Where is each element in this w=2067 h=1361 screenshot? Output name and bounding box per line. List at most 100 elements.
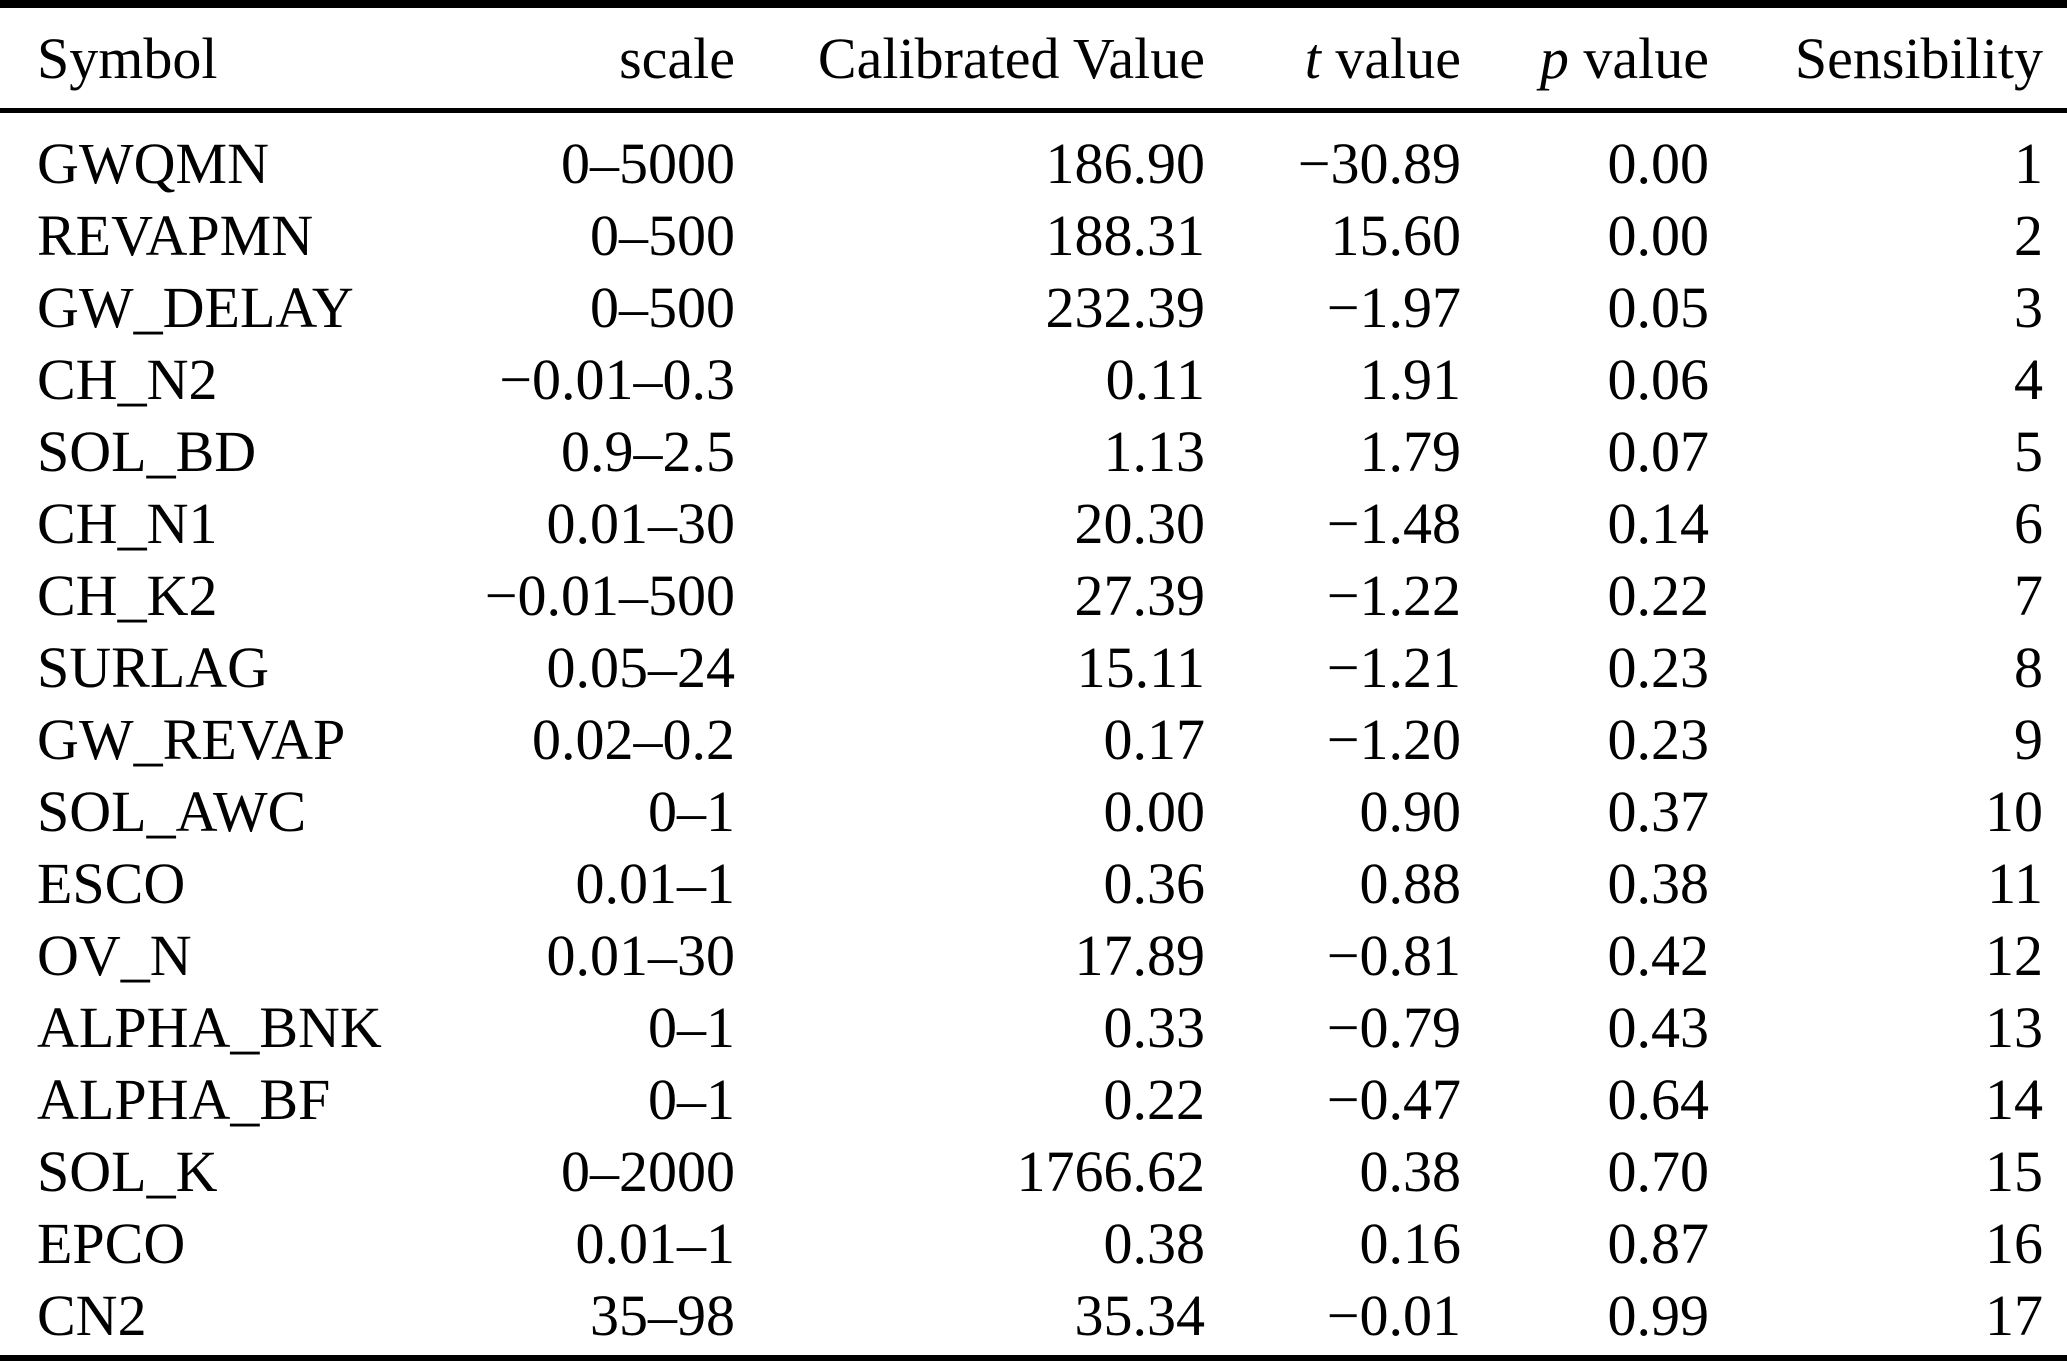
calibrated-value-cell: 1.13 bbox=[1103, 418, 1206, 484]
p-value-cell: 0.64 bbox=[1607, 1066, 1710, 1132]
scale-cell: 0.01–30 bbox=[546, 490, 736, 556]
symbol-cell: CH_N2 bbox=[37, 346, 218, 412]
column-header-calibrated-value: Calibrated Value bbox=[735, 4, 1205, 113]
sensibility-cell: 12 bbox=[1985, 922, 2043, 988]
p-value-cell: 0.87 bbox=[1607, 1210, 1710, 1276]
sensibility-cell: 16 bbox=[1985, 1210, 2043, 1276]
t-value-cell: 15.60 bbox=[1330, 202, 1462, 268]
p-value-word: value bbox=[1568, 25, 1709, 91]
calibrated-value-cell: 186.90 bbox=[1045, 130, 1206, 196]
t-value-cell: 0.90 bbox=[1359, 778, 1462, 844]
calibrated-value-cell: 27.39 bbox=[1074, 562, 1206, 628]
scale-cell: 0.01–1 bbox=[575, 850, 736, 916]
symbol-cell: CH_N1 bbox=[37, 490, 218, 556]
symbol-cell: ALPHA_BF bbox=[37, 1066, 331, 1132]
table-row: REVAPMN 0–500 188.31 15.60 0.00 2 bbox=[0, 199, 2067, 271]
calibrated-value-cell: 35.34 bbox=[1074, 1282, 1206, 1348]
t-value-cell: −1.22 bbox=[1326, 562, 1461, 628]
symbol-cell: SURLAG bbox=[37, 634, 270, 700]
scale-cell: 0–1 bbox=[648, 778, 735, 844]
t-value-word: value bbox=[1320, 25, 1461, 91]
calibrated-value-cell: 188.31 bbox=[1045, 202, 1206, 268]
column-header-symbol: Symbol bbox=[0, 4, 400, 113]
scale-cell: 0–500 bbox=[590, 274, 735, 340]
symbol-cell: GWQMN bbox=[37, 130, 269, 196]
sensibility-cell: 9 bbox=[2014, 706, 2043, 772]
t-value-cell: 1.91 bbox=[1359, 346, 1462, 412]
scale-cell: −0.01–0.3 bbox=[499, 346, 735, 412]
symbol-cell: REVAPMN bbox=[37, 202, 314, 268]
symbol-cell: SOL_AWC bbox=[37, 778, 307, 844]
table-row: GW_REVAP 0.02–0.2 0.17 −1.20 0.23 9 bbox=[0, 703, 2067, 775]
p-value-cell: 0.70 bbox=[1607, 1138, 1710, 1204]
p-value-cell: 0.06 bbox=[1607, 346, 1710, 412]
symbol-cell: CH_K2 bbox=[37, 562, 218, 628]
sensibility-cell: 14 bbox=[1985, 1066, 2043, 1132]
p-value-cell: 0.42 bbox=[1607, 922, 1710, 988]
t-value-cell: −0.01 bbox=[1326, 1282, 1461, 1348]
sensibility-cell: 7 bbox=[2014, 562, 2043, 628]
column-header-p-value: p value bbox=[1461, 4, 1709, 113]
table-row: SOL_K 0–2000 1766.62 0.38 0.70 15 bbox=[0, 1135, 2067, 1207]
p-value-cell: 0.23 bbox=[1607, 634, 1710, 700]
calibrated-value-cell: 0.36 bbox=[1103, 850, 1206, 916]
sensibility-cell: 6 bbox=[2014, 490, 2043, 556]
t-symbol: t bbox=[1304, 25, 1321, 91]
sensibility-cell: 10 bbox=[1985, 778, 2043, 844]
p-value-cell: 0.05 bbox=[1607, 274, 1710, 340]
t-value-cell: −1.20 bbox=[1326, 706, 1461, 772]
scale-cell: 0.01–1 bbox=[575, 1210, 736, 1276]
sensibility-cell: 15 bbox=[1985, 1138, 2043, 1204]
p-value-cell: 0.23 bbox=[1607, 706, 1710, 772]
sensibility-cell: 8 bbox=[2014, 634, 2043, 700]
scale-cell: 0–1 bbox=[648, 1066, 735, 1132]
table-header: Symbol scale Calibrated Value t value p … bbox=[0, 4, 2067, 113]
t-value-cell: −30.89 bbox=[1297, 130, 1461, 196]
symbol-cell: OV_N bbox=[37, 922, 192, 988]
symbol-cell: EPCO bbox=[37, 1210, 186, 1276]
sensibility-cell: 1 bbox=[2014, 130, 2043, 196]
p-value-cell: 0.22 bbox=[1607, 562, 1710, 628]
symbol-cell: ESCO bbox=[37, 850, 186, 916]
t-value-cell: −1.21 bbox=[1326, 634, 1461, 700]
calibrated-value-cell: 0.17 bbox=[1103, 706, 1206, 772]
t-value-cell: 0.38 bbox=[1359, 1138, 1462, 1204]
table-row: SOL_BD 0.9–2.5 1.13 1.79 0.07 5 bbox=[0, 415, 2067, 487]
scale-cell: 35–98 bbox=[590, 1282, 735, 1348]
table-row: ESCO 0.01–1 0.36 0.88 0.38 11 bbox=[0, 847, 2067, 919]
symbol-cell: SOL_K bbox=[37, 1138, 218, 1204]
p-value-cell: 0.99 bbox=[1607, 1282, 1710, 1348]
symbol-cell: CN2 bbox=[37, 1282, 147, 1348]
t-value-cell: 0.16 bbox=[1359, 1210, 1462, 1276]
calibrated-value-cell: 0.11 bbox=[1105, 346, 1205, 412]
column-header-scale: scale bbox=[400, 4, 735, 113]
sensibility-cell: 13 bbox=[1985, 994, 2043, 1060]
column-header-sensibility: Sensibility bbox=[1709, 4, 2067, 113]
table-row: GWQMN 0–5000 186.90 −30.89 0.00 1 bbox=[0, 111, 2067, 200]
header-row: Symbol scale Calibrated Value t value p … bbox=[0, 4, 2067, 113]
t-value-cell: 1.79 bbox=[1359, 418, 1462, 484]
calibrated-value-cell: 232.39 bbox=[1045, 274, 1206, 340]
p-value-cell: 0.43 bbox=[1607, 994, 1710, 1060]
symbol-cell: ALPHA_BNK bbox=[37, 994, 382, 1060]
sensibility-cell: 3 bbox=[2014, 274, 2043, 340]
sensibility-cell: 11 bbox=[1987, 850, 2043, 916]
calibrated-value-cell: 0.33 bbox=[1103, 994, 1206, 1060]
symbol-cell: GW_REVAP bbox=[37, 706, 346, 772]
t-value-cell: −0.81 bbox=[1326, 922, 1461, 988]
sensibility-cell: 5 bbox=[2014, 418, 2043, 484]
table-row: SURLAG 0.05–24 15.11 −1.21 0.23 8 bbox=[0, 631, 2067, 703]
column-header-t-value: t value bbox=[1205, 4, 1461, 113]
p-value-cell: 0.14 bbox=[1607, 490, 1710, 556]
scale-cell: 0.9–2.5 bbox=[561, 418, 735, 484]
table-row: GW_DELAY 0–500 232.39 −1.97 0.05 3 bbox=[0, 271, 2067, 343]
calibrated-value-cell: 0.22 bbox=[1103, 1066, 1206, 1132]
sensibility-cell: 4 bbox=[2014, 346, 2043, 412]
table-body: GWQMN 0–5000 186.90 −30.89 0.00 1 REVAPM… bbox=[0, 111, 2067, 1359]
t-value-cell: 0.88 bbox=[1359, 850, 1462, 916]
table-row: OV_N 0.01–30 17.89 −0.81 0.42 12 bbox=[0, 919, 2067, 991]
scale-cell: 0–1 bbox=[648, 994, 735, 1060]
scale-cell: 0–2000 bbox=[561, 1138, 735, 1204]
symbol-cell: GW_DELAY bbox=[37, 274, 354, 340]
